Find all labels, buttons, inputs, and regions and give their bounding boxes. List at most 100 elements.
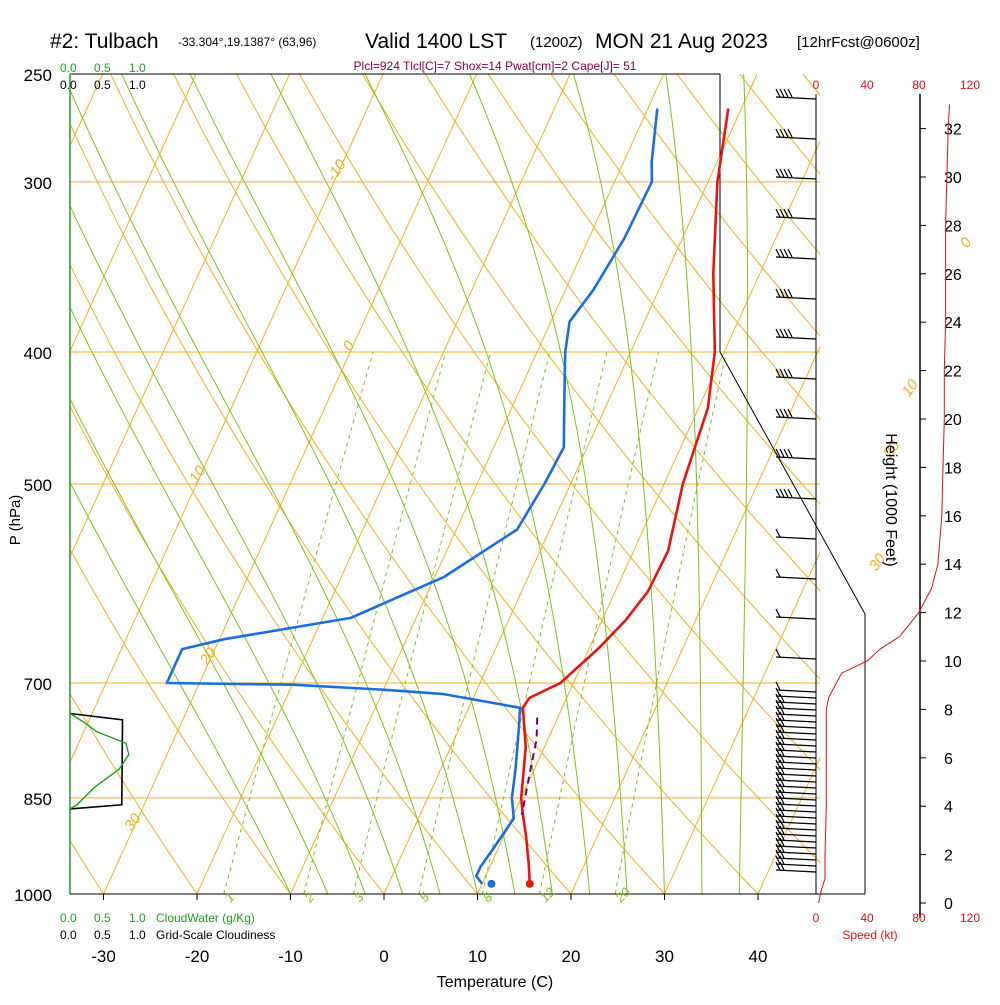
wind-barb [776,802,816,812]
cloudwater-profile [70,713,129,808]
height-tick-label: 12 [944,606,962,623]
wind-barb [776,820,816,830]
utc-time: (1200Z) [530,34,583,51]
height-tick-label: 26 [944,267,962,284]
height-tick-label: 18 [944,460,962,477]
index-line: Plcl=924 Tlcl[C]=7 Shox=14 Pwat[cm]=2 Ca… [354,59,637,73]
wind-barb [776,790,816,800]
isotherm-label: 20 [196,644,220,669]
height-axis-title: Height (1000 Feet) [882,433,899,566]
height-tick-label: 16 [944,509,962,526]
wind-barb [776,209,816,219]
wind-barb [776,700,816,710]
dry-adiabat [929,74,1000,894]
wind-barb [776,838,816,848]
temperature-tick-label: 0 [379,947,388,966]
speed-tick-bottom-2: 80 [912,911,926,925]
wind-barb [776,489,816,499]
speed-tick-top-0: 0 [813,78,820,92]
speed-tick-top-1: 40 [860,78,874,92]
mixing-ratio-line [224,352,373,894]
dry-adiabat [803,74,1000,894]
temperature-tick-label: 40 [749,947,768,966]
wind-barb [776,329,816,339]
mixing-ratio-line [615,352,726,894]
dewpoint-surface-point [487,880,495,888]
height-tick-label: 24 [944,315,962,332]
cloudiness-tick-top-1: 0.5 [94,78,111,92]
wind-barb [776,814,816,824]
wind-barb [776,712,816,722]
isotherm-line [0,74,9,894]
wind-barb [776,748,816,758]
mixing-ratio-line [353,352,490,894]
forecast-label: [12hrFcst@0600z] [797,34,920,51]
cloudwater-tick-bottom-2: 1.0 [129,911,146,925]
cloudwater-tick-top-1: 0.5 [94,61,111,75]
wind-barb [776,169,816,179]
height-tick-label: 28 [944,218,962,235]
pressure-tick-label: 700 [24,675,52,694]
height-tick-label: 20 [944,412,962,429]
speed-tick-bottom-3: 120 [960,911,980,925]
cloudwater-tick-top-2: 1.0 [129,61,146,75]
mixing-ratio-line [482,352,607,894]
cloudiness-tick-bottom-0: 0.0 [60,928,77,942]
wind-barb [776,760,816,770]
wind-barb [776,688,816,698]
wind-barb [776,742,816,752]
mixing-ratio-line [419,352,550,894]
speed-tick-top-2: 80 [912,78,926,92]
mixing-ratio-label: 8 [480,889,496,905]
wind-barb [776,449,816,459]
cloudiness-profile [70,713,123,808]
cloudiness-label: Grid-Scale Cloudiness [156,928,275,942]
pressure-tick-label: 850 [24,790,52,809]
height-tick-label: 14 [944,557,962,574]
cloud-panel [70,713,129,808]
cloudiness-tick-bottom-2: 1.0 [129,928,146,942]
wind-barb [776,89,816,99]
dry-adiabat [992,74,1000,894]
skewt-background [0,74,1000,894]
temperature-tick-label: 20 [562,947,581,966]
wind-barb [776,249,816,259]
pressure-tick-label: 250 [24,66,52,85]
sounding-profiles [167,109,729,888]
temperature-tick-label: -30 [91,947,116,966]
mixing-ratio-line [540,352,659,894]
isotherm-label: 0 [957,234,976,251]
height-tick-label: 22 [944,364,962,381]
cloudwater-label: CloudWater (g/Kg) [156,911,255,925]
mixing-ratio-label: 2 [301,889,318,906]
pressure-tick-label: 400 [24,344,52,363]
isotherm-label: 10 [186,462,210,486]
wind-barb [776,529,816,539]
valid-time: Valid 1400 LST [365,30,507,53]
wind-barb [776,784,816,794]
cloudwater-tick-bottom-0: 0.0 [60,911,77,925]
temperature-tick-label: 30 [655,947,674,966]
wind-barb [776,718,816,728]
wind-barb [776,369,816,379]
speed-tick-top-3: 120 [960,78,980,92]
wind-barb [776,736,816,746]
isotherm-label: -10 [323,156,350,184]
height-tick-label: 0 [944,896,953,913]
speed-label: Speed (kt) [842,928,897,942]
x-axis-title: Temperature (C) [437,974,553,991]
mixing-ratio-label: 12 [537,884,558,905]
wind-barb [776,706,816,716]
height-tick-label: 8 [944,702,953,719]
pressure-tick-label: 300 [24,174,52,193]
wind-barb [776,724,816,734]
wind-barb [776,694,816,704]
cloudiness-tick-top-2: 1.0 [129,78,146,92]
plot-right-diagonal [720,352,865,894]
speed-tick-bottom-1: 40 [860,911,874,925]
height-tick-label: 32 [944,122,962,139]
temperature-tick-label: -10 [278,947,303,966]
height-tick-label: 6 [944,751,953,768]
mixing-ratio-label: 20 [612,884,634,906]
